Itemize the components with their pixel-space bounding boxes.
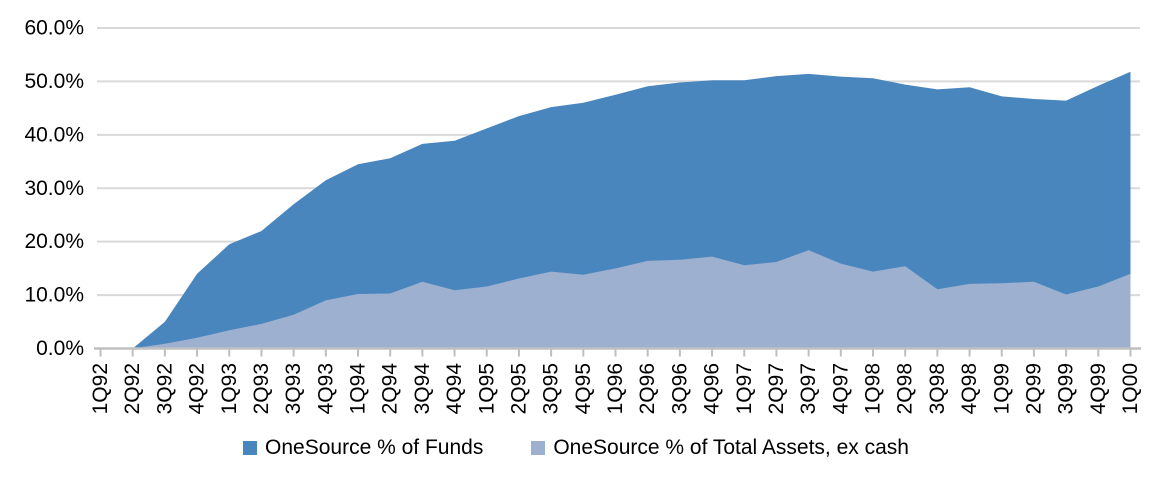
x-axis-tick-label: 4Q95 bbox=[572, 363, 595, 414]
x-axis-tick-label: 4Q99 bbox=[1087, 363, 1110, 414]
x-axis-tick-label: 3Q95 bbox=[540, 363, 563, 414]
x-axis-tick-label: 2Q99 bbox=[1022, 363, 1045, 414]
x-axis-tick-label: 1Q98 bbox=[862, 363, 885, 414]
legend-item-assets: OneSource % of Total Assets, ex cash bbox=[531, 437, 909, 458]
y-axis-tick-label: 50.0% bbox=[24, 70, 84, 93]
y-axis-tick-label: 30.0% bbox=[24, 177, 84, 200]
y-axis-tick-label: 10.0% bbox=[24, 284, 84, 307]
y-axis-tick-label: 40.0% bbox=[24, 123, 84, 146]
legend-swatch-funds bbox=[243, 440, 258, 455]
x-axis-tick-label: 3Q99 bbox=[1055, 363, 1078, 414]
x-axis-tick-label: 3Q94 bbox=[411, 363, 434, 415]
y-axis-tick-label: 20.0% bbox=[24, 230, 84, 253]
x-axis-tick-label: 3Q96 bbox=[668, 363, 691, 414]
x-axis-tick-label: 2Q96 bbox=[636, 363, 659, 414]
x-axis-tick-label: 4Q92 bbox=[186, 363, 209, 414]
legend-item-funds: OneSource % of Funds bbox=[243, 437, 483, 458]
legend-swatch-assets bbox=[531, 440, 546, 455]
x-axis-tick-label: 4Q96 bbox=[701, 363, 724, 414]
area-chart: 0.0% 10.0% 20.0% 30.0% 40.0% 50.0% 60.0% 1Q92 2Q… bbox=[24, 17, 1142, 415]
area-series-assets bbox=[100, 250, 1131, 349]
x-axis-tick-label: 1Q92 bbox=[89, 363, 112, 414]
x-axis-tick-label: 1Q96 bbox=[604, 363, 627, 414]
x-axis-tick-label: 2Q97 bbox=[765, 363, 788, 414]
x-axis-tick-label: 1Q00 bbox=[1119, 363, 1142, 414]
x-axis-tick-label: 3Q98 bbox=[926, 363, 949, 414]
x-axis-tick-label: 3Q92 bbox=[153, 363, 176, 414]
x-axis-tick-label: 4Q94 bbox=[443, 363, 466, 415]
y-axis-tick-label: 0.0% bbox=[36, 337, 84, 360]
legend-label-funds: OneSource % of Funds bbox=[265, 436, 484, 459]
x-axis-tick-label: 1Q94 bbox=[347, 363, 370, 415]
x-axis-tick-label: 4Q98 bbox=[958, 363, 981, 414]
x-axis-tick-label: 1Q95 bbox=[475, 363, 498, 414]
x-axis-tick-label: 1Q99 bbox=[990, 363, 1013, 414]
x-axis-tick-label: 1Q93 bbox=[218, 363, 241, 414]
x-axis-tick-label: 4Q93 bbox=[314, 363, 337, 414]
x-axis-tick-label: 2Q98 bbox=[894, 363, 917, 414]
chart-legend: OneSource % of Funds OneSource % of Tota… bbox=[0, 437, 1152, 458]
x-axis-tick-label: 1Q97 bbox=[733, 363, 756, 414]
x-axis-tick-label: 2Q94 bbox=[379, 363, 402, 415]
x-axis-tick-label: 2Q95 bbox=[507, 363, 530, 414]
legend-label-assets: OneSource % of Total Assets, ex cash bbox=[553, 436, 909, 459]
y-axis-tick-label: 60.0% bbox=[24, 17, 84, 40]
x-axis-tick-label: 3Q93 bbox=[282, 363, 305, 414]
x-axis-tick-label: 2Q92 bbox=[121, 363, 144, 414]
x-axis-tick-label: 2Q93 bbox=[250, 363, 273, 414]
x-axis-tick-label: 4Q97 bbox=[829, 363, 852, 414]
x-axis-tick-label: 3Q97 bbox=[797, 363, 820, 414]
